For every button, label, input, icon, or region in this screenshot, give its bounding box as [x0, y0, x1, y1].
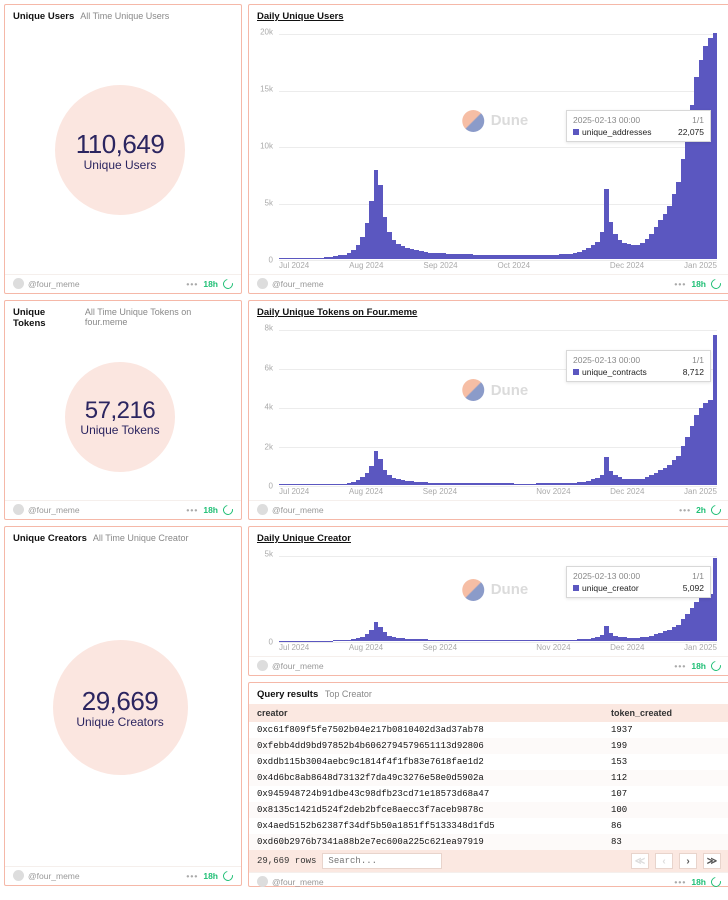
- table-row[interactable]: 0x945948724b91dbe43c98dfb23cd71e18573d68…: [249, 786, 728, 802]
- chart-tooltip: 2025-02-13 00:001/1unique_contracts8,712: [566, 350, 711, 382]
- author-handle[interactable]: @four_meme: [272, 279, 324, 289]
- card-title: Unique Tokens: [13, 307, 79, 329]
- table-row[interactable]: 0xfebb4dd9bd97852b4b6062794579651113d928…: [249, 738, 728, 754]
- card-top-creator-table: Query results Top Creator creator token_…: [248, 682, 728, 887]
- table-pager: 29,669 rows ≪ ‹ › ≫: [249, 850, 728, 872]
- author-handle[interactable]: @four_meme: [272, 505, 324, 515]
- card-subtitle: All Time Unique Users: [80, 11, 169, 21]
- menu-dots-icon[interactable]: •••: [674, 877, 686, 887]
- table-row[interactable]: 0xddb115b3004aebc9c1814f4f1fb83e7618fae1…: [249, 754, 728, 770]
- avatar: [13, 278, 24, 289]
- refresh-icon[interactable]: [221, 869, 235, 883]
- page-first-button[interactable]: ≪: [631, 853, 649, 869]
- chart-tooltip: 2025-02-13 00:001/1unique_addresses22,07…: [566, 110, 711, 142]
- col-token-created[interactable]: token_created: [611, 708, 721, 718]
- avatar: [257, 876, 268, 887]
- chart-title[interactable]: Daily Unique Creator: [257, 533, 351, 544]
- refresh-icon[interactable]: [221, 503, 235, 517]
- age-label: 18h: [203, 505, 218, 515]
- counter-label: Unique Creators: [76, 715, 163, 729]
- avatar: [13, 504, 24, 515]
- table-body: 0xc61f809f5fe7502b04e217b0810402d3ad37ab…: [249, 722, 728, 850]
- table-row[interactable]: 0xc61f809f5fe7502b04e217b0810402d3ad37ab…: [249, 722, 728, 738]
- table-row[interactable]: 0x4d6bc8ab8648d73132f7da49c3276e58e0d590…: [249, 770, 728, 786]
- menu-dots-icon[interactable]: •••: [186, 871, 198, 881]
- age-label: 18h: [691, 279, 706, 289]
- page-prev-button[interactable]: ‹: [655, 853, 673, 869]
- card-daily-unique-creator: Daily Unique Creator 05kJul 2024Aug 2024…: [248, 526, 728, 676]
- age-label: 18h: [691, 661, 706, 671]
- table-row[interactable]: 0xd60b2976b7341a88b2e7ec600a225c621ea979…: [249, 834, 728, 850]
- counter-value: 110,649: [76, 129, 165, 160]
- avatar: [257, 504, 268, 515]
- right-column-stack: Daily Unique Creator 05kJul 2024Aug 2024…: [248, 526, 728, 887]
- row-count: 29,669 rows: [257, 856, 316, 866]
- counter-value: 29,669: [76, 686, 163, 717]
- card-daily-unique-users: Daily Unique Users 05k10k15k20kJul 2024A…: [248, 4, 728, 294]
- card-title: Unique Creators: [13, 533, 87, 544]
- menu-dots-icon[interactable]: •••: [186, 279, 198, 289]
- card-unique-creators-counter: Unique Creators All Time Unique Creator …: [4, 526, 242, 886]
- menu-dots-icon[interactable]: •••: [674, 279, 686, 289]
- author-handle[interactable]: @four_meme: [28, 279, 80, 289]
- refresh-icon[interactable]: [709, 503, 723, 517]
- menu-dots-icon[interactable]: •••: [679, 505, 691, 515]
- card-daily-unique-tokens: Daily Unique Tokens on Four.meme 02k4k6k…: [248, 300, 728, 520]
- menu-dots-icon[interactable]: •••: [186, 505, 198, 515]
- avatar: [13, 870, 24, 881]
- author-handle[interactable]: @four_meme: [28, 871, 80, 881]
- card-subtitle: All Time Unique Creator: [93, 533, 189, 543]
- age-label: 18h: [691, 877, 706, 887]
- author-handle[interactable]: @four_meme: [28, 505, 80, 515]
- card-unique-users-counter: Unique Users All Time Unique Users 110,6…: [4, 4, 242, 294]
- table-row[interactable]: 0x4aed5152b62387f34df5b50a1851ff5133348d…: [249, 818, 728, 834]
- refresh-icon[interactable]: [709, 875, 723, 889]
- chart-title[interactable]: Daily Unique Tokens on Four.meme: [257, 307, 417, 318]
- card-subtitle: All Time Unique Tokens on four.meme: [85, 307, 233, 327]
- age-label: 18h: [203, 871, 218, 881]
- chart-tooltip: 2025-02-13 00:001/1unique_creator5,092: [566, 566, 711, 598]
- table-title: Query results: [257, 689, 318, 700]
- counter-value: 57,216: [80, 397, 159, 425]
- age-label: 18h: [203, 279, 218, 289]
- menu-dots-icon[interactable]: •••: [674, 661, 686, 671]
- card-unique-tokens-counter: Unique Tokens All Time Unique Tokens on …: [4, 300, 242, 520]
- page-next-button[interactable]: ›: [679, 853, 697, 869]
- card-title: Unique Users: [13, 11, 74, 22]
- avatar: [257, 660, 268, 671]
- chart-area[interactable]: 05kJul 2024Aug 2024Sep 2024Nov 2024Dec 2…: [249, 550, 723, 654]
- chart-area[interactable]: 02k4k6k8kJul 2024Aug 2024Sep 2024Nov 202…: [249, 324, 723, 498]
- refresh-icon[interactable]: [221, 277, 235, 291]
- age-label: 2h: [696, 505, 706, 515]
- author-handle[interactable]: @four_meme: [272, 877, 324, 887]
- counter-label: Unique Users: [76, 158, 165, 172]
- author-handle[interactable]: @four_meme: [272, 661, 324, 671]
- table-row[interactable]: 0x8135c1421d524f2deb2bfce8aecc3f7aceb987…: [249, 802, 728, 818]
- refresh-icon[interactable]: [709, 277, 723, 291]
- refresh-icon[interactable]: [709, 659, 723, 673]
- counter-label: Unique Tokens: [80, 423, 159, 437]
- chart-area[interactable]: 05k10k15k20kJul 2024Aug 2024Sep 2024Oct …: [249, 28, 723, 272]
- table-subtitle: Top Creator: [325, 689, 372, 699]
- col-creator[interactable]: creator: [257, 708, 611, 718]
- table-header-row: creator token_created: [249, 704, 728, 722]
- card-header: Unique Users All Time Unique Users: [5, 5, 241, 26]
- avatar: [257, 278, 268, 289]
- search-input[interactable]: [322, 853, 442, 869]
- page-last-button[interactable]: ≫: [703, 853, 721, 869]
- chart-title[interactable]: Daily Unique Users: [257, 11, 344, 22]
